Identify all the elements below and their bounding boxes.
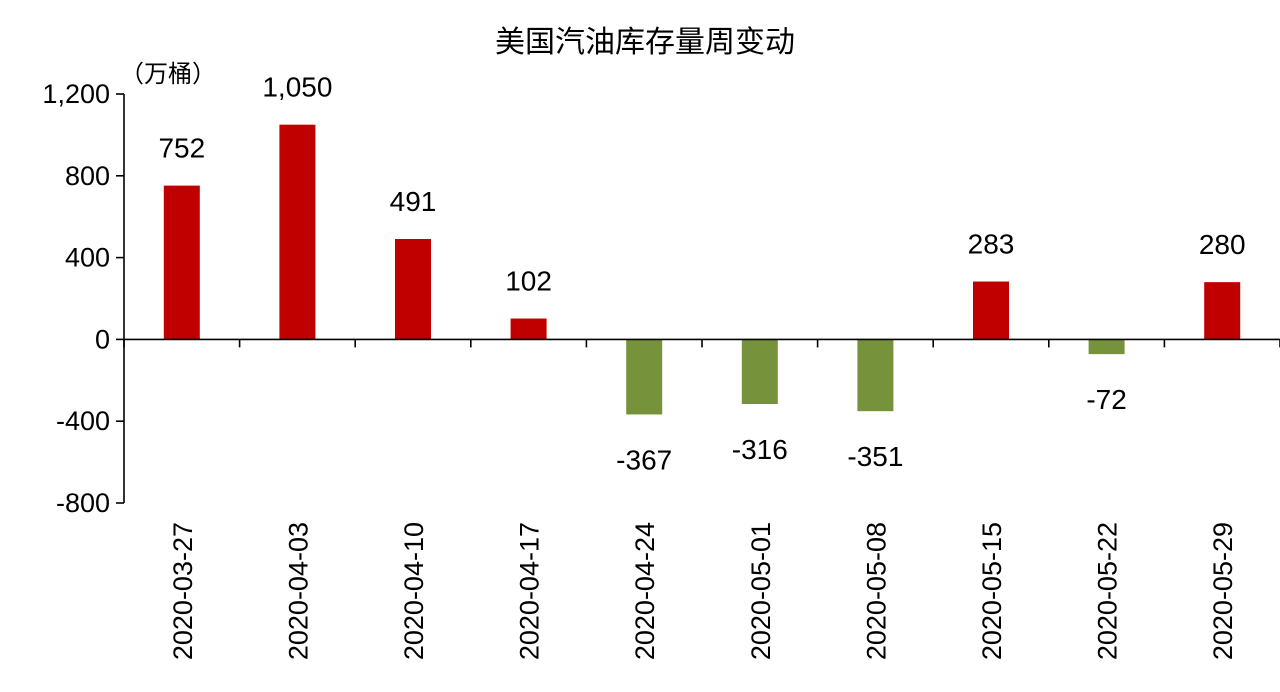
chart-title: 美国汽油库存量周变动 — [495, 25, 795, 60]
bar-2020-03-27 — [163, 185, 200, 340]
x-tick-label: 2020-04-10 — [399, 522, 429, 660]
data-label: -351 — [847, 441, 903, 472]
y-tick-label: 0 — [95, 324, 110, 354]
data-label: -72 — [1086, 384, 1126, 415]
data-label: 491 — [390, 186, 437, 217]
data-label: -367 — [616, 444, 672, 475]
x-tick-label: 2020-04-03 — [283, 522, 313, 660]
x-tick-label: 2020-05-08 — [861, 522, 891, 660]
y-tick-label: -400 — [56, 406, 110, 436]
bar-2020-04-10 — [395, 238, 431, 340]
x-tick-label: 2020-05-29 — [1208, 522, 1238, 660]
bars — [163, 124, 1241, 415]
bar-2020-04-17 — [510, 318, 547, 340]
y-tick-label: 800 — [65, 161, 110, 191]
data-label: 280 — [1199, 229, 1246, 260]
bar-2020-05-08 — [857, 339, 894, 412]
x-axis: 2020-03-27 2020-04-03 2020-04-10 2020-04-17… — [123, 338, 1280, 660]
y-tick-label: -800 — [56, 488, 110, 518]
bar-2020-05-22 — [1088, 339, 1125, 355]
y-axis: -800 -400 0 400 800 1,200 — [42, 79, 125, 518]
data-label: 1,050 — [262, 72, 332, 103]
x-tick-label: 2020-03-27 — [168, 522, 198, 660]
data-labels: 752 1,050 491 102 -367 -316 -351 283 -72 280 — [158, 72, 1245, 476]
x-tick-label: 2020-05-22 — [1093, 522, 1123, 660]
x-tick-label: 2020-05-15 — [977, 522, 1007, 660]
y-tick-label: 400 — [65, 243, 110, 273]
bar-2020-05-01 — [741, 339, 778, 405]
data-label: 102 — [505, 266, 552, 297]
x-tick-label: 2020-05-01 — [746, 522, 776, 660]
x-tick-label: 2020-04-17 — [515, 522, 545, 660]
data-label: -316 — [732, 434, 788, 465]
bar-2020-04-03 — [279, 124, 316, 340]
data-label: 283 — [968, 229, 1015, 260]
bar-2020-04-24 — [626, 339, 663, 415]
bar-2020-05-29 — [1204, 282, 1241, 340]
x-tick-label: 2020-04-24 — [630, 522, 660, 660]
unit-label: （万桶） — [120, 60, 216, 88]
data-label: 752 — [158, 133, 205, 164]
y-tick-label: 1,200 — [42, 79, 110, 109]
bar-2020-05-15 — [973, 281, 1009, 340]
